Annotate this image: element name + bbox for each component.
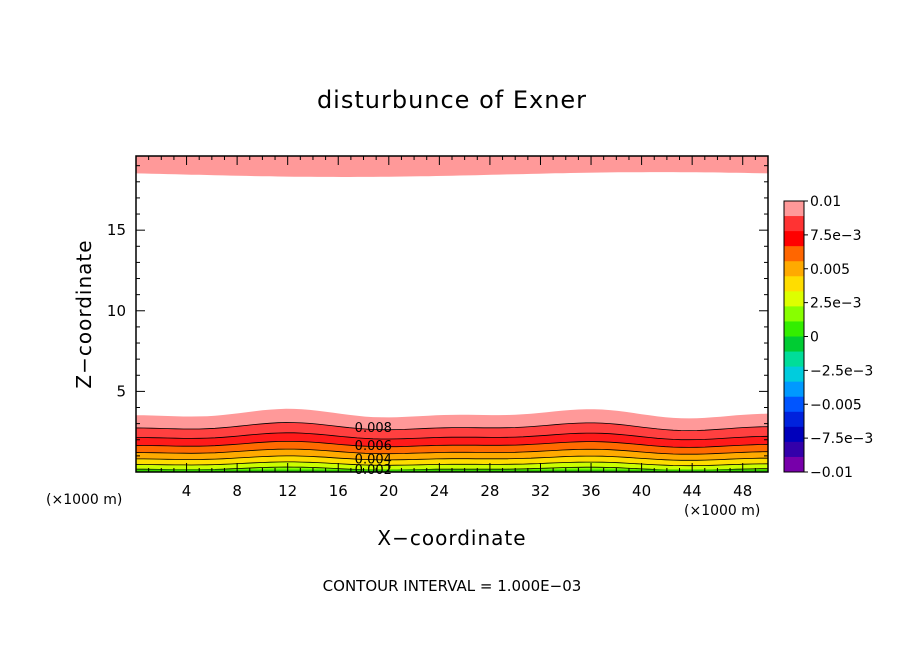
colorbar-label: 0 — [810, 330, 819, 346]
colorbar-swatch — [784, 246, 804, 262]
colorbar-label: 0.005 — [810, 262, 850, 278]
colorbar-swatch — [784, 321, 804, 337]
colorbar-label: −2.5e−3 — [810, 363, 873, 379]
colorbar-swatch — [784, 426, 804, 443]
x-tick-label: 40 — [632, 482, 651, 500]
contour-band-top — [136, 156, 768, 177]
colorbar-label: 0.01 — [810, 194, 841, 210]
contour-label: 0.004 — [355, 453, 392, 468]
y-tick-label: 10 — [107, 302, 126, 320]
y-axis-label: Z−coordinate — [72, 239, 96, 389]
colorbar-swatch — [784, 456, 804, 473]
x-unit-left: (×1000 m) — [46, 492, 123, 508]
x-unit-right: (×1000 m) — [684, 503, 761, 519]
colorbar-label: 2.5e−3 — [810, 296, 862, 312]
colorbar-swatch — [784, 351, 804, 368]
x-tick-label: 32 — [531, 482, 550, 500]
colorbar-swatch — [784, 411, 804, 428]
colorbar-swatch — [784, 336, 804, 353]
x-tick-label: 20 — [379, 482, 398, 500]
x-axis-label: X−coordinate — [377, 526, 527, 550]
x-tick-label: 44 — [683, 482, 702, 500]
colorbar-swatch — [784, 201, 804, 217]
x-tick-label: 28 — [480, 482, 499, 500]
y-tick-label: 5 — [116, 382, 126, 400]
colorbar-swatch — [784, 396, 804, 413]
contour-interval-note: CONTOUR INTERVAL = 1.000E−03 — [322, 577, 582, 595]
colorbar-label: −0.005 — [810, 397, 862, 413]
x-tick-label: 48 — [733, 482, 752, 500]
contour-label: 0.006 — [355, 439, 392, 454]
x-tick-label: 8 — [232, 482, 242, 500]
colorbar-swatch — [784, 381, 804, 398]
x-tick-label: 36 — [581, 482, 600, 500]
colorbar-swatch — [784, 441, 804, 458]
colorbar-swatch — [784, 231, 804, 247]
contour-label: 0.002 — [355, 463, 392, 478]
colorbar-swatch — [784, 276, 804, 292]
colorbar-label: −7.5e−3 — [810, 431, 873, 447]
colorbar-label: −0.01 — [810, 465, 853, 481]
colorbar-swatch — [784, 216, 804, 232]
x-tick-label: 12 — [278, 482, 297, 500]
colorbar-swatch — [784, 291, 804, 307]
contour-label: 0.008 — [355, 421, 392, 436]
colorbar-swatch — [784, 366, 804, 383]
x-tick-label: 24 — [430, 482, 449, 500]
x-tick-label: 4 — [182, 482, 192, 500]
colorbar-label: 7.5e−3 — [810, 228, 862, 244]
x-tick-label: 16 — [329, 482, 348, 500]
colorbar-swatch — [784, 261, 804, 277]
y-tick-label: 15 — [107, 221, 126, 239]
chart-title: disturbunce of Exner — [316, 86, 588, 114]
colorbar-swatch — [784, 306, 804, 322]
